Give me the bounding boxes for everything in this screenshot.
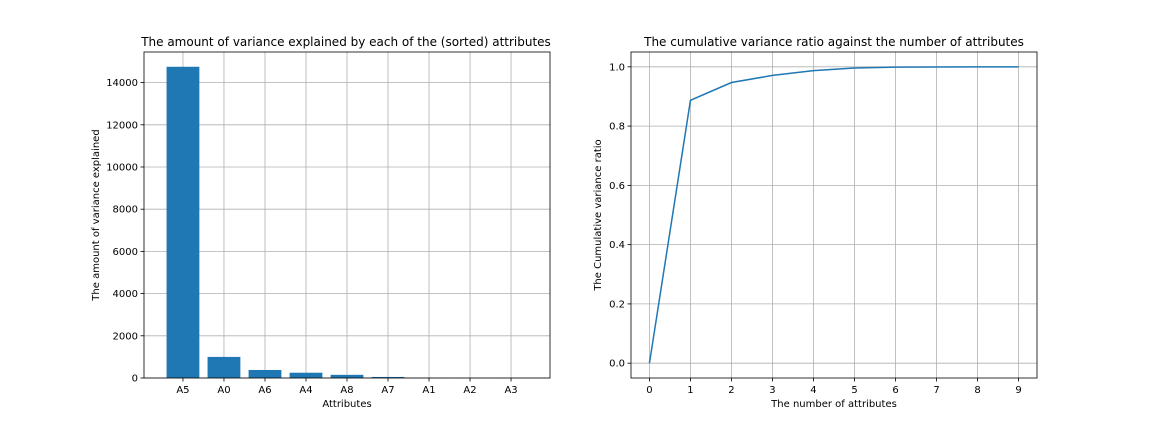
bar-xtick-label: A7 — [381, 385, 394, 396]
line-xtick-label: 8 — [974, 385, 980, 396]
bar-ytick-label: 10000 — [106, 162, 138, 173]
bar-chart-xlabel: Attributes — [322, 399, 371, 410]
line-ytick-label: 1.0 — [609, 62, 625, 73]
bar-xtick-label: A3 — [504, 385, 517, 396]
bar-A7 — [371, 376, 405, 378]
line-xtick-label: 9 — [1015, 385, 1021, 396]
bar-chart-grid — [144, 52, 550, 379]
bar-ytick-label: 4000 — [113, 289, 138, 300]
line-chart-grid — [631, 52, 1037, 378]
bar-A0 — [207, 356, 241, 378]
line-xtick-label: 2 — [728, 385, 734, 396]
bar-A8 — [330, 374, 364, 378]
line-ytick-label: 0.2 — [609, 299, 625, 310]
line-xtick-label: 7 — [933, 385, 939, 396]
line-ytick-label: 0.6 — [609, 181, 625, 192]
line-chart-xlabel: The number of attributes — [770, 399, 897, 410]
line-ytick-label: 0.0 — [609, 359, 625, 370]
bar-xtick-label: A0 — [217, 385, 230, 396]
bar-ytick-label: 12000 — [106, 120, 138, 131]
line-chart: The cumulative variance ratio against th… — [593, 35, 1038, 410]
bar-ytick-label: 8000 — [113, 205, 138, 216]
line-chart-frame — [630, 51, 1038, 379]
line-ytick-label: 0.8 — [609, 122, 625, 133]
bar-ytick-label: 6000 — [113, 247, 138, 258]
bar-chart-ticks: A5 A0 A6 A4 A8 A7 A1 A2 A3 0 2000 4000 6000 8000 10000… — [106, 78, 517, 396]
line-xtick-label: 4 — [810, 385, 816, 396]
bar-xtick-label: A1 — [422, 385, 435, 396]
bar-xtick-label: A5 — [176, 385, 189, 396]
line-xtick-label: 3 — [769, 385, 775, 396]
bar-chart-bars — [166, 66, 528, 378]
line-chart-title: The cumulative variance ratio against th… — [643, 35, 1024, 49]
bar-xtick-label: A4 — [299, 385, 312, 396]
bar-xtick-label: A2 — [463, 385, 476, 396]
bar-chart: The amount of variance explained by each… — [91, 35, 551, 410]
line-xtick-label: 6 — [892, 385, 898, 396]
bar-xtick-label: A8 — [340, 385, 353, 396]
bar-xtick-label: A6 — [258, 385, 271, 396]
line-chart-series-line — [648, 66, 1019, 364]
bar-A6 — [248, 369, 282, 378]
bar-ytick-label: 2000 — [113, 331, 138, 342]
line-ytick-label: 0.4 — [609, 240, 625, 251]
line-xtick-label: 0 — [646, 385, 652, 396]
bar-chart-ylabel: The amount of variance explained — [91, 129, 102, 301]
bar-ytick-label: 14000 — [106, 78, 138, 89]
bar-A5 — [166, 66, 200, 378]
bar-ytick-label: 0 — [132, 374, 138, 385]
line-xtick-label: 5 — [851, 385, 857, 396]
bar-chart-title: The amount of variance explained by each… — [140, 35, 551, 49]
line-chart-ticks: 0 1 2 3 4 5 6 7 8 9 0.0 0.2 0.4 0.6 0.8 1.0 — [609, 62, 1022, 396]
bar-A4 — [289, 372, 323, 378]
line-chart-ylabel: The Cumulative variance ratio — [593, 139, 604, 291]
line-xtick-label: 1 — [687, 385, 693, 396]
